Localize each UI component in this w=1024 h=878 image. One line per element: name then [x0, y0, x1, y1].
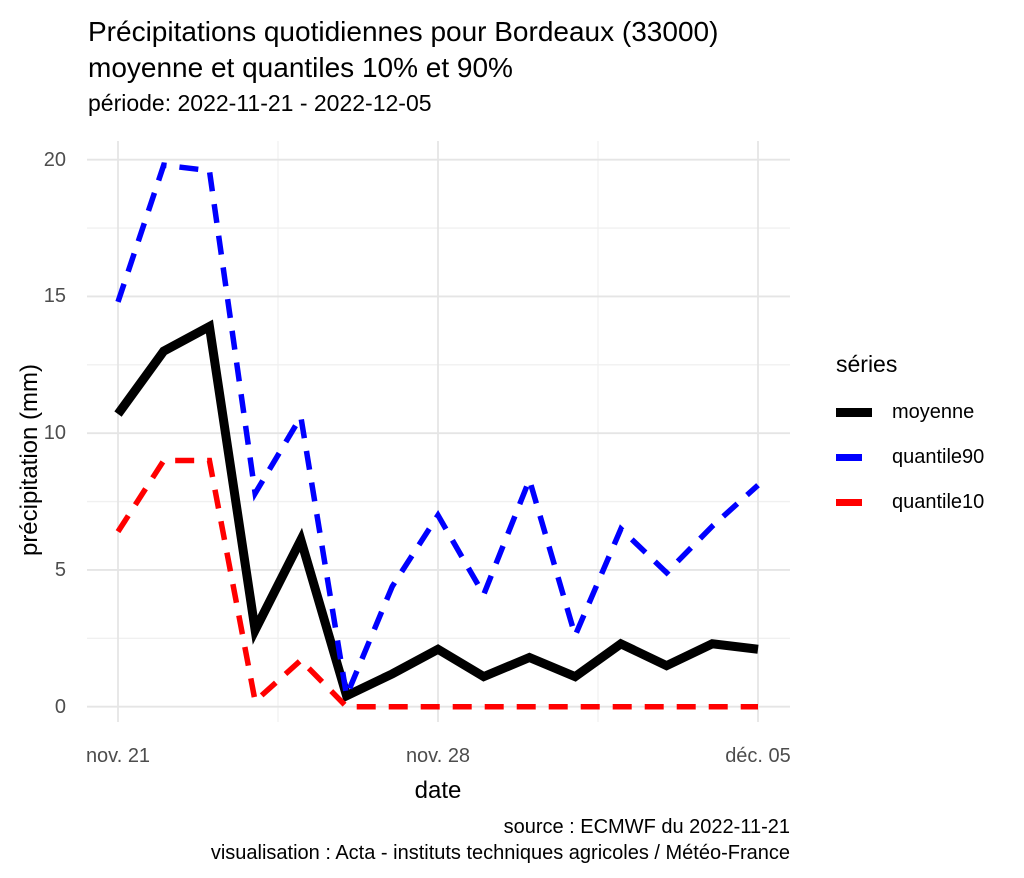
legend-label: quantile90 — [892, 446, 985, 468]
legend-swatch-quantile10-line — [836, 499, 872, 506]
y-axis-title: précipitation (mm) — [16, 363, 43, 557]
legend-label: moyenne — [892, 401, 975, 423]
legend: séries moyenne quantile90 quantile10 — [836, 350, 984, 525]
caption: source : ECMWF du 2022-11-21 visualisati… — [0, 814, 790, 866]
legend-item-quantile90: quantile90 — [836, 435, 984, 480]
legend-items: moyenne quantile90 quantile10 — [836, 390, 984, 525]
legend-title: séries — [836, 351, 898, 377]
y-axis-tick-label: 0 — [54, 695, 66, 718]
chart-title-line2: moyenne et quantiles 10% et 90% — [88, 52, 513, 83]
series-line-moyenne — [114, 319, 759, 703]
legend-item-moyenne: moyenne — [836, 390, 984, 435]
legend-item-quantile10: quantile10 — [836, 480, 984, 525]
y-axis-tick-label: 15 — [43, 285, 66, 308]
caption-visualisation: visualisation : Acta - instituts techniq… — [210, 842, 790, 864]
legend-label: quantile10 — [892, 491, 985, 513]
series-line-quantile90 — [115, 162, 760, 706]
y-axis-tick-label: 20 — [43, 148, 66, 171]
x-axis-tick-label: déc. 05 — [725, 745, 791, 767]
x-axis-title: date — [414, 777, 462, 804]
x-axis-tick-label: nov. 28 — [405, 745, 471, 767]
chart-title-line1: Précipitations quotidiennes pour Bordeau… — [88, 16, 719, 47]
x-axis-tick-label: nov. 21 — [85, 745, 151, 767]
legend-swatch-quantile90-line — [836, 454, 872, 461]
y-axis-tick-label: 5 — [54, 558, 66, 581]
legend-swatch-moyenne-line — [836, 408, 872, 417]
chart-subtitle: période: 2022-11-21 - 2022-12-05 — [88, 90, 432, 116]
series-line-quantile10 — [115, 457, 758, 710]
y-axis-tick-label: 10 — [43, 422, 66, 445]
chart-title: Précipitations quotidiennes pour Bordeau… — [88, 14, 718, 86]
caption-source: source : ECMWF du 2022-11-21 — [503, 816, 790, 838]
plot-panel — [87, 141, 790, 722]
